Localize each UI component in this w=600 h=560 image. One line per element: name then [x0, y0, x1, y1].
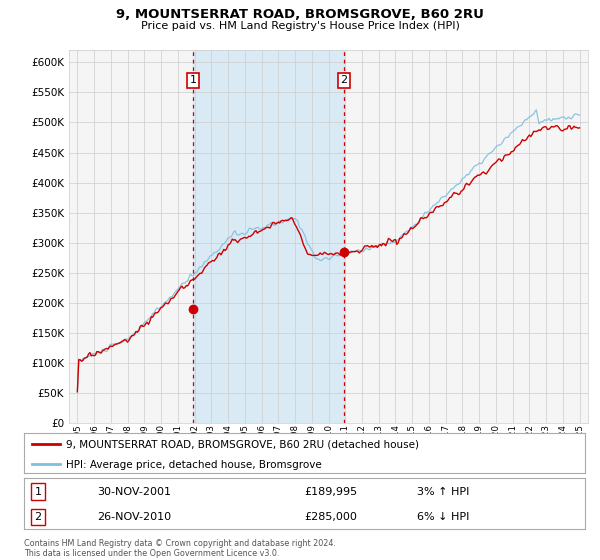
Text: 3% ↑ HPI: 3% ↑ HPI: [416, 487, 469, 497]
Text: 9, MOUNTSERRAT ROAD, BROMSGROVE, B60 2RU (detached house): 9, MOUNTSERRAT ROAD, BROMSGROVE, B60 2RU…: [66, 440, 419, 450]
Text: This data is licensed under the Open Government Licence v3.0.: This data is licensed under the Open Gov…: [24, 549, 280, 558]
Text: 26-NOV-2010: 26-NOV-2010: [97, 512, 171, 522]
Text: 2: 2: [34, 512, 41, 522]
Text: £189,995: £189,995: [305, 487, 358, 497]
Bar: [193, 50, 344, 423]
Text: 1: 1: [35, 487, 41, 497]
Text: Contains HM Land Registry data © Crown copyright and database right 2024.: Contains HM Land Registry data © Crown c…: [24, 539, 336, 548]
Text: 1: 1: [190, 76, 197, 86]
Text: HPI: Average price, detached house, Bromsgrove: HPI: Average price, detached house, Brom…: [66, 460, 322, 470]
Text: 2: 2: [340, 76, 347, 86]
Text: 30-NOV-2001: 30-NOV-2001: [97, 487, 171, 497]
Text: £285,000: £285,000: [305, 512, 358, 522]
Text: 9, MOUNTSERRAT ROAD, BROMSGROVE, B60 2RU: 9, MOUNTSERRAT ROAD, BROMSGROVE, B60 2RU: [116, 8, 484, 21]
Text: 6% ↓ HPI: 6% ↓ HPI: [416, 512, 469, 522]
Text: Price paid vs. HM Land Registry's House Price Index (HPI): Price paid vs. HM Land Registry's House …: [140, 21, 460, 31]
